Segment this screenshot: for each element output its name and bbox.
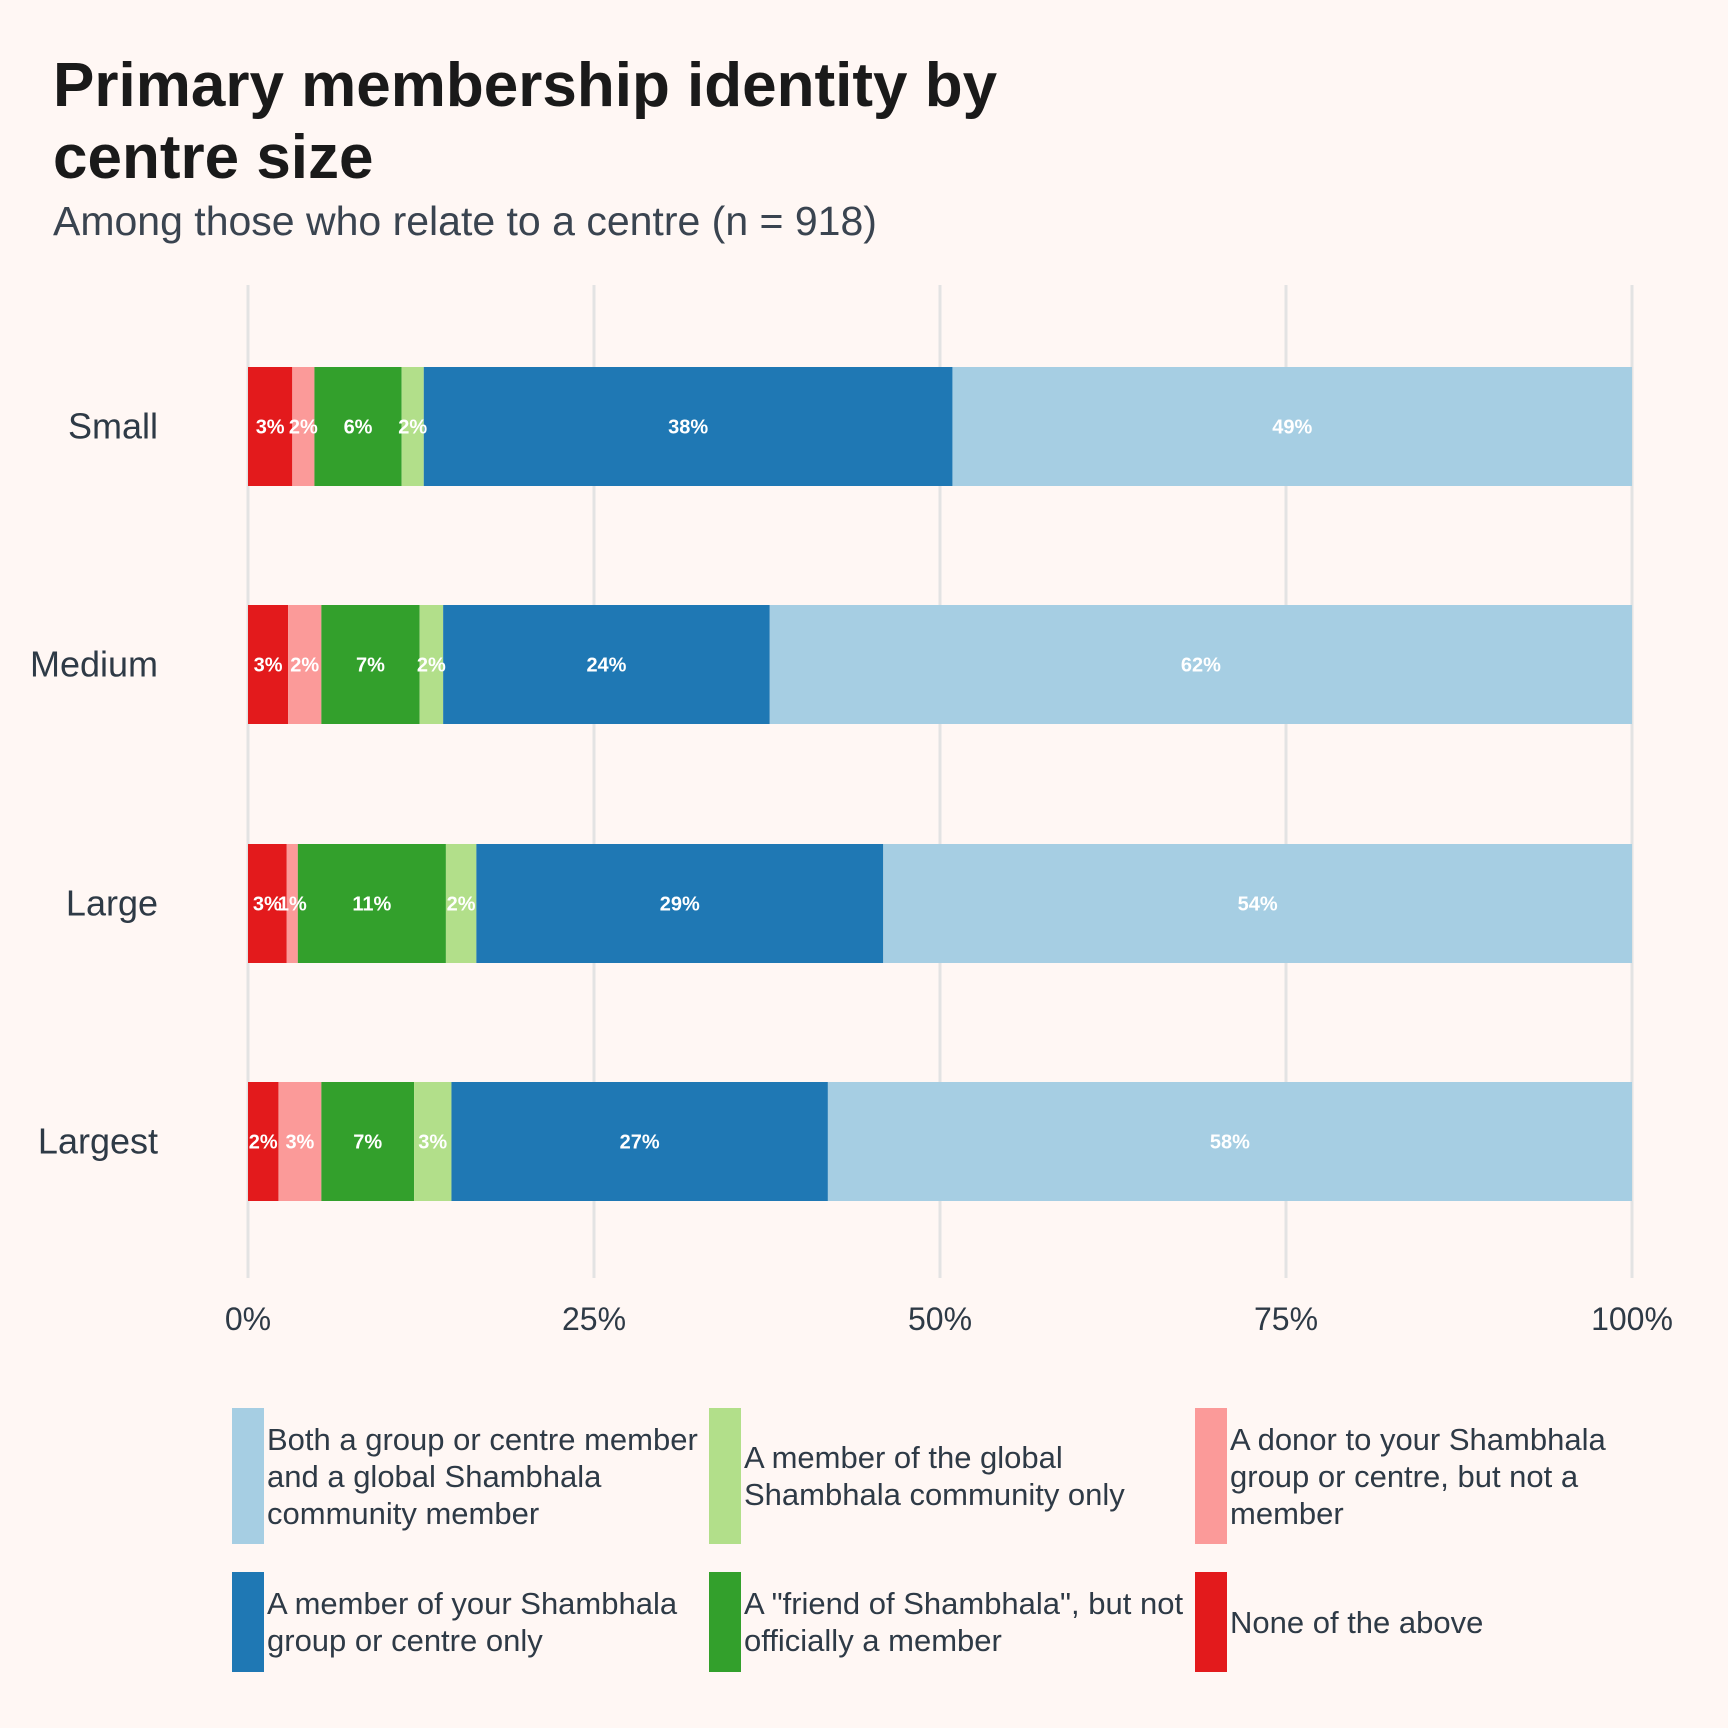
data-label: 1% [278,894,307,916]
legend-item: None of the above [1195,1572,1665,1672]
bar-segment [769,605,1632,724]
bar-segment [248,367,293,486]
legend-swatch [232,1408,264,1544]
legend-item: A "friend of Shambhala", but not officia… [709,1572,1183,1672]
legend-label: A donor to your Shambhala group or centr… [1230,1421,1606,1531]
data-label: 6% [344,417,373,439]
bar-segment [476,844,884,963]
bar-segment [883,844,1632,963]
bar-segment [286,844,298,963]
bar-segment [445,844,477,963]
category-label: Largest [38,1121,158,1162]
data-label: 54% [1238,894,1278,916]
bar-segment [321,1082,415,1201]
data-label: 3% [254,655,283,677]
data-label: 3% [253,894,282,916]
bar-segment [292,367,315,486]
bar-segment [401,367,424,486]
legend-swatch [232,1572,264,1672]
data-labels: 3% 2% 6% 2% 38% 49%3% 2% 7% 2% 24% 62%3%1% 11% 2% 29%… [249,417,1313,1154]
x-axis-ticks: 0% 25% 50% 75% 100% [225,1301,1673,1337]
legend-label: A member of your Shambhala group or cent… [267,1586,678,1658]
x-tick-label: 50% [908,1301,972,1337]
data-label: 2% [290,655,319,677]
legend-item: A donor to your Shambhala group or centr… [1195,1408,1665,1544]
data-label: 2% [417,655,446,677]
chart-subtitle: Among those who relate to a centre (n = … [53,198,877,244]
data-label: 3% [256,417,285,439]
data-label: 3% [418,1132,447,1154]
bar-segment [952,367,1632,486]
x-tick-label: 75% [1254,1301,1318,1337]
data-label: 49% [1272,417,1312,439]
legend-item: A member of the global Shambhala communi… [709,1408,1179,1544]
data-label: 2% [398,417,427,439]
x-tick-label: 0% [225,1301,271,1337]
bar-segment [443,605,770,724]
bar-segment [297,844,446,963]
data-label: 7% [356,655,385,677]
legend: Both a group or centre member and a glob… [232,1408,1692,1698]
bar-segment [314,367,402,486]
bar-segment [451,1082,828,1201]
legend-item: A member of your Shambhala group or cent… [232,1572,702,1672]
data-label: 11% [352,894,391,916]
category-labels: Small Medium Large Largest [30,406,158,1162]
data-label: 38% [668,417,708,439]
category-label: Medium [30,644,158,685]
legend-swatch [1195,1572,1227,1672]
data-label: 58% [1210,1132,1250,1154]
stacked-bar-chart: 3% 2% 6% 2% 38% 49%3% 2% 7% 2% 24% 62%3%1% 11% 2% 29%… [30,285,1673,1337]
bar-segment [248,1082,279,1201]
data-label: 2% [249,1132,278,1154]
bars [248,367,1632,1201]
legend-label: A member of the global Shambhala communi… [744,1440,1125,1512]
legend-label: Both a group or centre member and a glob… [267,1421,698,1531]
category-label: Large [66,883,158,924]
bar-segment [278,1082,322,1201]
x-tick-label: 25% [562,1301,626,1337]
data-label: 3% [285,1132,314,1154]
bar-segment [414,1082,452,1201]
bar-segment [248,844,287,963]
legend-swatch [709,1572,741,1672]
category-label: Small [68,406,158,447]
bar-segment [419,605,444,724]
data-label: 7% [353,1132,382,1154]
bar-segment [423,367,953,486]
bar-segment [248,605,289,724]
legend-label: A "friend of Shambhala", but not officia… [744,1586,1184,1658]
legend-swatch [709,1408,741,1544]
legend-item: Both a group or centre member and a glob… [232,1408,702,1544]
data-label: 2% [289,417,318,439]
data-label: 29% [660,894,700,916]
x-tick-label: 100% [1591,1301,1673,1337]
data-label: 2% [447,894,476,916]
data-label: 27% [620,1132,660,1154]
legend-swatch [1195,1408,1227,1544]
chart-title: Primary membership identity by centre si… [53,51,998,192]
data-label: 62% [1181,655,1221,677]
data-label: 24% [586,655,626,677]
bar-segment [827,1082,1632,1201]
bar-segment [321,605,420,724]
bar-segment [288,605,322,724]
legend-label: None of the above [1230,1604,1484,1640]
